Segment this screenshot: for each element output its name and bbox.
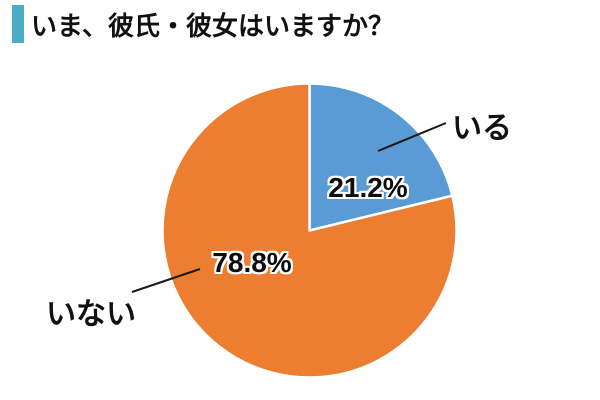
value-label-iru: 21.2% — [328, 172, 408, 203]
chart-title: いま、彼氏・彼女はいますか？ — [31, 11, 394, 41]
pie-slice-いない — [161, 82, 458, 379]
value-label-inai: 78.8% — [212, 247, 292, 278]
leader-line-inai — [131, 268, 201, 293]
slice-label-iru: いる — [452, 112, 512, 145]
slice-label-inai: いない — [46, 298, 136, 331]
pie-slice-いる — [308, 82, 454, 232]
title-accent-bar — [12, 5, 24, 43]
leader-line-iru — [377, 122, 447, 152]
pie-slices-group — [161, 82, 458, 379]
